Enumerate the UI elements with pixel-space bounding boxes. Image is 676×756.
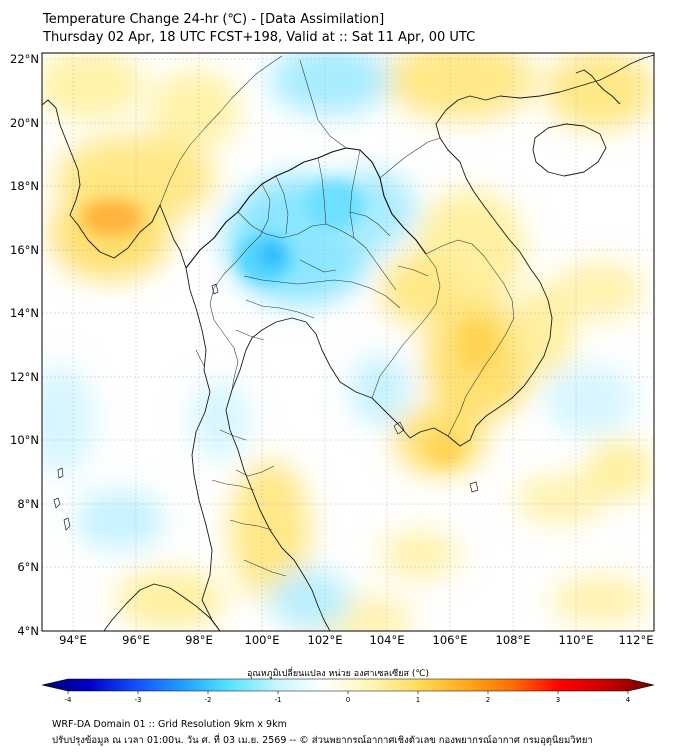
colorbar-bar: [41, 678, 655, 692]
colorbar: -4 -3 -2 -1 0 1 2 3 4: [41, 678, 655, 704]
lon-tick-label: 104°E: [370, 633, 405, 647]
lon-tick-label: 108°E: [496, 633, 531, 647]
lon-tick-label: 98°E: [185, 633, 213, 647]
lon-tick-label: 102°E: [308, 633, 343, 647]
colorbar-tick-label: 1: [416, 696, 420, 704]
lat-tick-label: 18°N: [10, 179, 39, 193]
temperature-field-core: [82, 180, 498, 465]
temperature-change-map: 22°N 20°N 18°N 16°N 14°N 12°N 10°N 8°N 6…: [10, 52, 655, 647]
colorbar-tick-label: -4: [65, 696, 73, 704]
footer-model-info: WRF-DA Domain 01 :: Grid Resolution 9km …: [52, 719, 287, 730]
thailand-border: [185, 147, 427, 269]
coastlines: [42, 54, 654, 631]
colorbar-tick-label: 2: [486, 696, 490, 704]
lat-tick-label: 16°N: [10, 243, 39, 257]
colorbar-tick-label: -1: [275, 696, 282, 704]
colorbar-tick-label: -2: [205, 696, 212, 704]
colorbar-ticks: -4 -3 -2 -1 0 1 2 3 4: [65, 691, 631, 704]
colorbar-tick-label: 3: [556, 696, 560, 704]
colorbar-label: อุณหภูมิเปลี่ยนแปลง หน่วย องศาเซลเซียส (…: [246, 669, 430, 679]
lon-tick-label: 94°E: [59, 633, 87, 647]
map-frame: [41, 52, 655, 632]
graticule: [42, 53, 654, 631]
footer-credit: ปรับปรุงข้อมูล ณ เวลา 01:00น. วัน ศ. ที่…: [52, 735, 593, 746]
lat-tick-label: 12°N: [10, 370, 39, 384]
lon-tick-label: 96°E: [122, 633, 150, 647]
lat-tick-label: 22°N: [10, 52, 39, 66]
longitude-axis: 94°E 96°E 98°E 100°E 102°E 104°E 106°E 1…: [59, 633, 653, 647]
lat-tick-label: 8°N: [17, 497, 39, 511]
map-subtitle: Thursday 02 Apr, 18 UTC FCST+198, Valid …: [43, 30, 476, 45]
lat-tick-label: 20°N: [10, 116, 39, 130]
colorbar-tick-label: 0: [346, 696, 350, 704]
islands: [53, 283, 479, 531]
lat-tick-label: 14°N: [10, 306, 39, 320]
colorbar-tick-label: 4: [626, 696, 631, 704]
lat-tick-label: 10°N: [10, 433, 39, 447]
lat-tick-label: 6°N: [17, 560, 39, 574]
colorbar-tick-label: -3: [135, 696, 142, 704]
lat-tick-label: 4°N: [17, 624, 39, 638]
map-title: Temperature Change 24-hr (℃) - [Data Ass…: [43, 12, 385, 27]
latitude-axis: 22°N 20°N 18°N 16°N 14°N 12°N 10°N 8°N 6…: [10, 52, 39, 638]
lon-tick-label: 106°E: [433, 633, 468, 647]
lon-tick-label: 100°E: [245, 633, 280, 647]
lon-tick-label: 110°E: [559, 633, 594, 647]
lon-tick-label: 112°E: [619, 633, 654, 647]
